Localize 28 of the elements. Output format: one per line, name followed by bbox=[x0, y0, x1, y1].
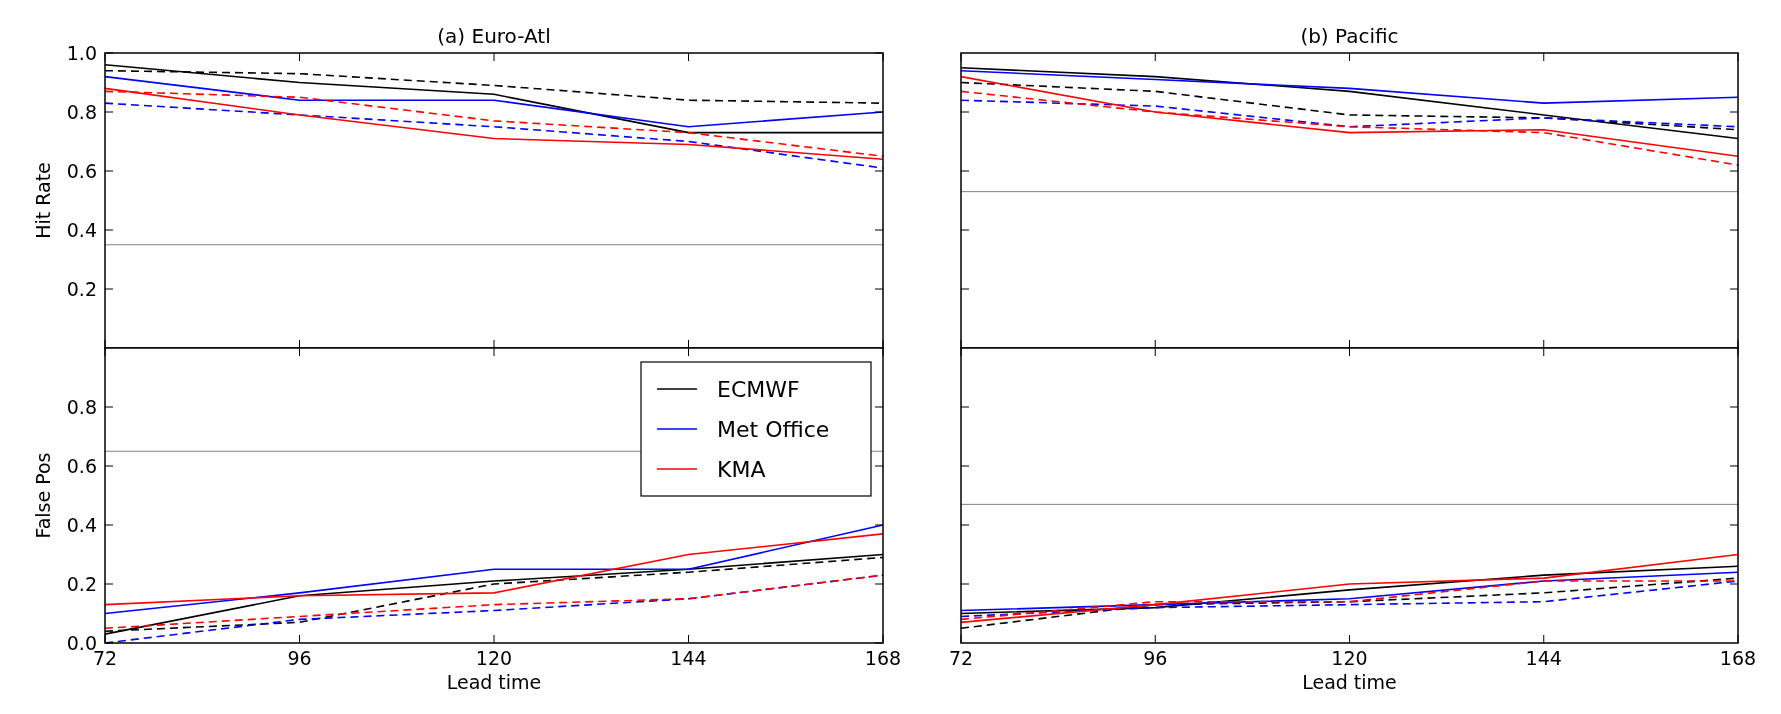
y-tick-label: 0.2 bbox=[66, 572, 97, 595]
x-tick-label: 168 bbox=[864, 647, 902, 669]
chart-title: (b) Pacific bbox=[1300, 24, 1399, 48]
y-tick-label: 0.6 bbox=[66, 159, 97, 182]
legend-label: Met Office bbox=[717, 416, 830, 442]
y-tick-label: 0.8 bbox=[66, 100, 97, 123]
y-tick-label: 0.2 bbox=[66, 277, 97, 300]
y-tick-label: 0.8 bbox=[66, 395, 97, 418]
x-axis-title: Lead time bbox=[446, 671, 542, 693]
y-tick-label: 0.4 bbox=[66, 218, 97, 241]
y-tick-label: 0.6 bbox=[66, 454, 97, 477]
legend-label: KMA bbox=[717, 456, 766, 482]
legend-label: ECMWF bbox=[717, 376, 800, 402]
x-axis-title: Lead time bbox=[1302, 671, 1397, 693]
x-tick-label: 120 bbox=[1331, 647, 1368, 669]
x-tick-label: 168 bbox=[1719, 647, 1757, 669]
x-tick-label: 144 bbox=[670, 647, 707, 669]
y-axis-title: False Pos bbox=[32, 452, 54, 539]
chart-title: (a) Euro-Atl bbox=[437, 24, 551, 48]
x-tick-label: 72 bbox=[948, 647, 974, 669]
y-tick-label: 1.0 bbox=[66, 41, 97, 64]
x-tick-label: 144 bbox=[1525, 647, 1562, 669]
x-tick-label: 96 bbox=[287, 647, 312, 669]
y-tick-label: 0.4 bbox=[66, 513, 97, 536]
y-axis-title: Hit Rate bbox=[32, 162, 54, 239]
x-tick-label: 96 bbox=[1143, 647, 1168, 669]
x-tick-label: 120 bbox=[475, 647, 513, 669]
line-series bbox=[104, 533, 884, 606]
